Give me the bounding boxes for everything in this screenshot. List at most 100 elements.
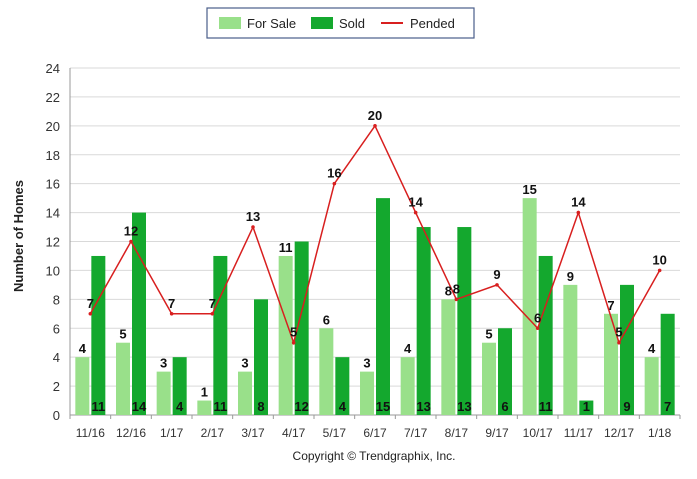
data-label-pended: 20 <box>368 108 382 123</box>
data-labels: 4115143411138111264315413813561511917947… <box>79 108 672 414</box>
data-label-for-sale: 3 <box>160 356 167 371</box>
data-label-pended: 5 <box>615 325 622 340</box>
data-label-sold: 13 <box>416 399 430 414</box>
y-tick-label: 20 <box>46 119 60 134</box>
y-tick-label: 16 <box>46 177 60 192</box>
data-label-pended: 16 <box>327 166 341 181</box>
data-label-pended: 5 <box>290 325 297 340</box>
x-tick-label: 3/17 <box>241 426 265 440</box>
bar-for-sale <box>400 357 415 415</box>
y-tick-label: 6 <box>53 321 60 336</box>
pended-point <box>332 181 337 186</box>
y-tick-label: 0 <box>53 408 60 423</box>
data-label-for-sale: 15 <box>522 182 536 197</box>
x-tick-label: 9/17 <box>485 426 509 440</box>
data-label-sold: 8 <box>257 399 264 414</box>
bar-for-sale <box>278 255 293 415</box>
data-label-pended: 9 <box>493 267 500 282</box>
data-label-pended: 7 <box>87 296 94 311</box>
data-label-for-sale: 11 <box>279 240 293 255</box>
y-tick-label: 12 <box>46 235 60 250</box>
bars <box>75 198 675 415</box>
pended-point <box>617 340 621 345</box>
bar-for-sale <box>644 357 659 415</box>
bar-sold <box>538 255 553 415</box>
pended-point <box>251 225 255 229</box>
pended-point <box>454 297 459 302</box>
pended-point <box>129 239 133 244</box>
x-tick-label: 1/18 <box>648 426 672 440</box>
data-label-sold: 12 <box>294 399 308 414</box>
bar-for-sale <box>238 371 252 415</box>
data-label-sold: 11 <box>91 399 105 414</box>
data-label-sold: 11 <box>539 399 553 414</box>
data-label-sold: 15 <box>376 399 390 414</box>
x-tick-label: 1/17 <box>160 426 184 440</box>
y-tick-label: 22 <box>46 90 60 105</box>
y-tick-label: 10 <box>46 263 60 278</box>
data-label-pended: 8 <box>453 281 460 296</box>
bar-sold <box>376 198 390 415</box>
data-label-pended: 10 <box>652 252 666 267</box>
bar-sold <box>660 313 675 415</box>
pended-point <box>576 210 581 215</box>
data-label-pended: 7 <box>209 296 216 311</box>
data-label-for-sale: 4 <box>79 341 87 356</box>
data-label-sold: 6 <box>501 399 508 414</box>
x-tick-label: 6/17 <box>363 426 387 440</box>
pended-point <box>413 210 418 215</box>
bar-for-sale <box>156 371 171 415</box>
data-label-sold: 13 <box>457 399 471 414</box>
bar-for-sale <box>482 342 496 415</box>
legend-swatch-for-sale <box>219 17 241 29</box>
data-label-sold: 4 <box>339 399 347 414</box>
bar-sold <box>620 284 634 415</box>
pended-point <box>535 326 540 331</box>
x-tick-label: 10/17 <box>523 426 553 440</box>
data-label-pended: 14 <box>571 195 586 210</box>
y-tick-label: 2 <box>53 379 60 394</box>
x-tick-label: 8/17 <box>445 426 469 440</box>
copyright-footer: Copyright © Trendgraphix, Inc. <box>293 449 456 463</box>
data-label-for-sale: 7 <box>607 298 614 313</box>
data-label-sold: 11 <box>213 399 227 414</box>
bar-sold <box>335 357 350 415</box>
data-label-for-sale: 5 <box>119 327 126 342</box>
pended-point <box>373 124 377 128</box>
data-label-for-sale: 3 <box>363 356 370 371</box>
data-label-for-sale: 5 <box>485 327 492 342</box>
data-label-sold: 7 <box>664 399 671 414</box>
data-label-sold: 14 <box>132 399 147 414</box>
data-label-for-sale: 8 <box>445 283 452 298</box>
legend-swatch-sold <box>311 17 333 29</box>
y-tick-label: 14 <box>46 206 60 221</box>
y-tick-label: 24 <box>46 61 60 76</box>
bar-sold <box>91 255 106 415</box>
data-label-sold: 4 <box>176 399 184 414</box>
data-label-for-sale: 4 <box>648 341 656 356</box>
data-label-for-sale: 4 <box>404 341 412 356</box>
bar-sold <box>579 400 594 415</box>
data-label-for-sale: 9 <box>567 269 574 284</box>
x-tick-label: 4/17 <box>282 426 306 440</box>
bar-for-sale <box>563 284 578 415</box>
bar-for-sale <box>522 198 537 415</box>
data-label-pended: 7 <box>168 296 175 311</box>
data-label-pended: 6 <box>534 310 541 325</box>
bar-sold <box>172 357 187 415</box>
pended-point <box>169 311 174 316</box>
data-label-for-sale: 6 <box>323 312 330 327</box>
bar-sold <box>457 227 472 415</box>
y-tick-label: 8 <box>53 292 60 307</box>
bar-sold <box>213 255 228 415</box>
legend-box <box>206 7 475 39</box>
data-label-for-sale: 1 <box>201 385 208 400</box>
pended-point <box>657 268 662 273</box>
x-tick-label: 12/16 <box>116 426 146 440</box>
y-tick-label: 4 <box>53 350 60 365</box>
x-tick-label: 11/16 <box>76 426 105 440</box>
legend: For Sale Sold Pended <box>206 7 475 39</box>
data-label-for-sale: 3 <box>241 356 248 371</box>
